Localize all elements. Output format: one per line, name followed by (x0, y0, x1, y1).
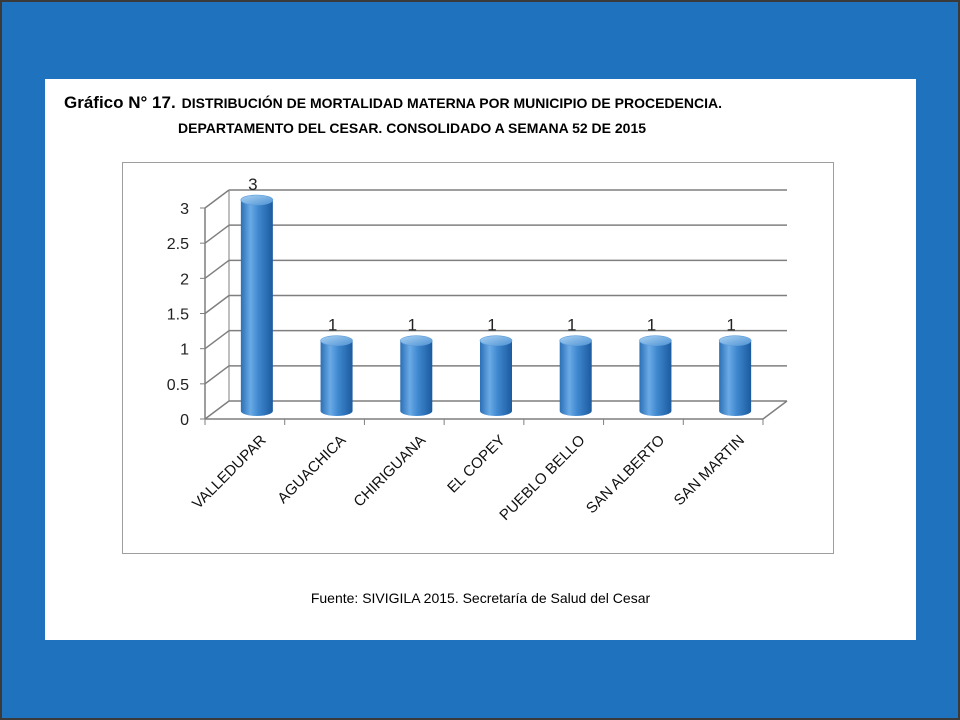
data-label: 1 (487, 316, 496, 335)
x-category-label: AGUACHICA (274, 432, 349, 507)
chart-title-line1: DISTRIBUCIÓN DE MORTALIDAD MATERNA POR M… (181, 95, 722, 111)
data-label: 1 (567, 316, 576, 335)
x-category-label: EL COPEY (444, 432, 509, 497)
gridline-depth (204, 189, 230, 209)
chart-number: Gráfico N° 17. (64, 93, 176, 112)
gridline-depth (204, 224, 230, 244)
bar-body (719, 340, 752, 416)
floor-edge (762, 400, 788, 420)
gridline-depth (204, 294, 230, 315)
y-tick-label: 1.5 (167, 307, 189, 324)
bar (559, 335, 593, 416)
bar-top (320, 335, 353, 346)
y-tick-label: 3 (180, 201, 189, 218)
gridline-depth (204, 365, 230, 385)
bar-top (479, 335, 513, 346)
bar (399, 335, 433, 416)
chart-area: 0 0.5 1 1.5 2 2.5 3 3 VALLEDUPAR 1 AGUACHICA 1 CHIR… (122, 162, 834, 554)
bar-chart: 0 0.5 1 1.5 2 2.5 3 3 VALLEDUPAR 1 AGUACHICA 1 CHIR… (167, 175, 788, 524)
bar-top (240, 194, 274, 206)
gridline-depth (204, 330, 230, 350)
y-tick-label: 2.5 (167, 236, 189, 253)
slide-panel: Gráfico N° 17. DISTRIBUCIÓN DE MORTALIDAD… (45, 79, 916, 640)
x-category-label: PUEBLO BELLO (496, 432, 588, 524)
bar-top (559, 335, 593, 346)
data-label: 1 (647, 316, 656, 335)
bar-top (639, 335, 672, 346)
data-label: 1 (726, 316, 735, 335)
bar (240, 194, 274, 416)
y-tick-label: 2 (180, 271, 189, 288)
data-label: 1 (408, 316, 417, 335)
bar (320, 335, 353, 416)
x-category-label: VALLEDUPAR (189, 432, 270, 513)
bar (639, 335, 672, 416)
y-tick-label: 0.5 (167, 377, 189, 394)
x-category-label: CHIRIGUANA (350, 432, 429, 511)
bar (479, 335, 513, 416)
bar-body (240, 200, 273, 416)
gridline-depth (204, 400, 230, 420)
y-tick-label: 0 (180, 412, 189, 429)
bar-body (320, 340, 353, 416)
bar-top (718, 335, 752, 346)
bar-body (400, 340, 433, 416)
y-tick-label: 1 (180, 342, 189, 359)
chart-title: Gráfico N° 17. DISTRIBUCIÓN DE MORTALIDAD… (64, 93, 909, 113)
x-category-label: SAN ALBERTO (583, 432, 668, 517)
bar-body (480, 340, 512, 416)
bar-body (639, 340, 672, 416)
x-category-label: SAN MARTIN (671, 432, 748, 509)
bar-body (559, 340, 592, 416)
chart-title-line2: DEPARTAMENTO DEL CESAR. CONSOLIDADO A SE… (178, 120, 647, 136)
bar-top (399, 335, 433, 346)
bar (718, 335, 752, 416)
source-note: Fuente: SIVIGILA 2015. Secretaría de Sal… (310, 590, 651, 606)
data-label: 3 (248, 175, 257, 194)
gridline-depth (204, 259, 230, 279)
data-label: 1 (328, 316, 337, 335)
